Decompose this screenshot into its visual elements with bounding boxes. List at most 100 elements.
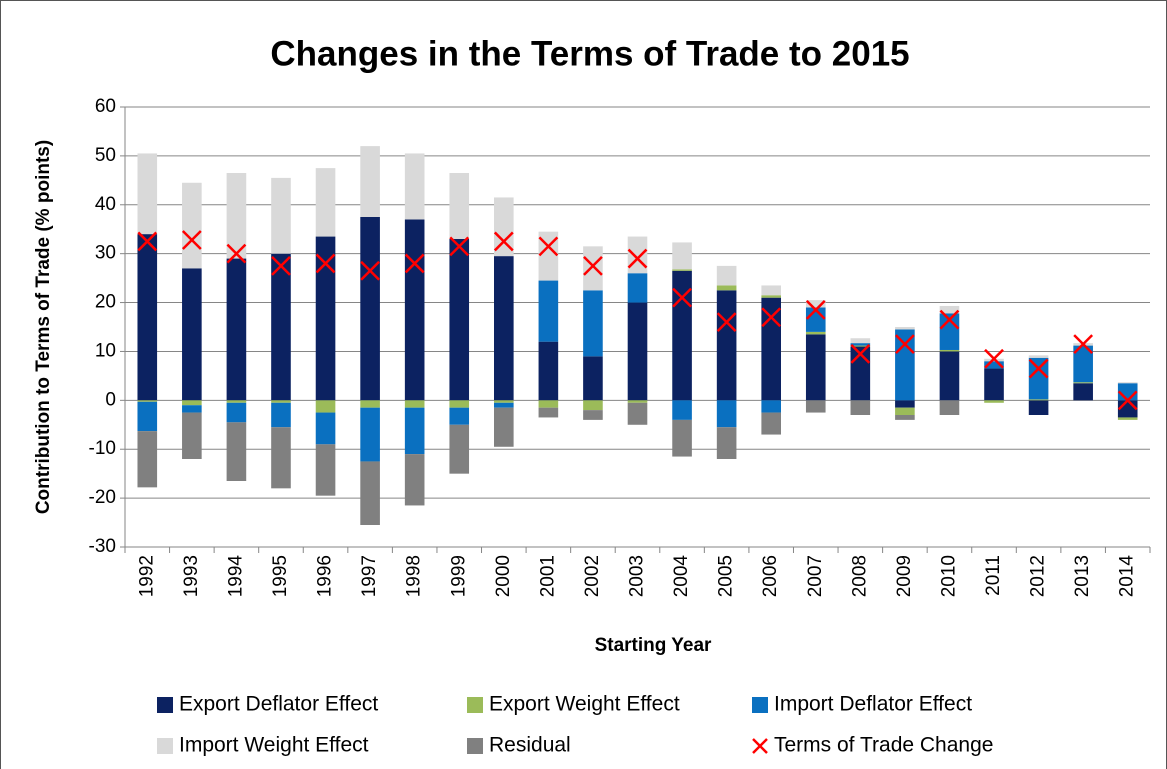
bar-segment <box>895 407 915 415</box>
bar-segment <box>404 407 425 455</box>
bar-segment <box>805 334 826 401</box>
marker-stroke <box>449 236 470 257</box>
bar-segment <box>805 400 826 413</box>
bar-segment <box>360 461 380 525</box>
bar-segment <box>895 327 915 330</box>
marker <box>271 256 291 276</box>
bar-segment <box>850 343 871 346</box>
marker <box>895 334 915 354</box>
bar-segment <box>494 407 514 447</box>
x-tick-label: 2000 <box>493 555 514 597</box>
bar-segment <box>583 290 603 357</box>
bar-segment <box>360 407 380 462</box>
bar-segment <box>226 400 247 403</box>
marker-stroke <box>493 231 514 252</box>
bar-segment <box>1073 383 1093 401</box>
bar-segment <box>939 349 960 352</box>
marker <box>226 243 247 264</box>
bar-segment <box>850 345 871 347</box>
bar-segment <box>939 313 960 350</box>
marker <box>850 344 871 364</box>
marker-stroke <box>1117 390 1138 411</box>
x-tick-label: 2010 <box>938 555 959 597</box>
bar-segment <box>583 356 603 401</box>
bar-segment <box>404 219 425 401</box>
bar-segment <box>1117 382 1138 384</box>
bar-segment <box>315 168 336 237</box>
marker <box>805 300 826 320</box>
bar-segment <box>761 412 781 435</box>
bar-segment <box>984 361 1004 369</box>
x-tick-label: 2003 <box>627 555 648 597</box>
bar-segment <box>672 242 692 270</box>
bar-segment <box>716 427 737 459</box>
marker <box>538 236 559 257</box>
bar-segment <box>226 422 247 481</box>
marker <box>672 287 692 308</box>
marker-stroke <box>939 309 960 330</box>
x-tick-label: 2006 <box>760 555 781 597</box>
bar-segment <box>672 400 692 420</box>
marker <box>360 260 380 281</box>
bar-segment <box>449 424 470 474</box>
bar-segment <box>494 402 514 408</box>
y-tick-label: 20 <box>95 292 116 313</box>
marker <box>181 230 202 250</box>
bar-segment <box>1117 417 1138 420</box>
bar-segment <box>627 400 648 403</box>
x-tick-label: 1992 <box>136 555 157 597</box>
marker-stroke <box>181 230 202 250</box>
chart-title: Changes in the Terms of Trade to 2015 <box>270 34 909 73</box>
bar-segment <box>761 297 781 401</box>
bar-segment <box>137 234 158 401</box>
y-tick-label: -30 <box>89 536 116 557</box>
bar-segment <box>895 400 915 408</box>
bar-segment <box>315 400 336 413</box>
legend-label: Import Deflator Effect <box>774 693 972 716</box>
bar-segment <box>271 253 291 401</box>
bar-segment <box>449 173 470 239</box>
bar-segment <box>939 400 960 415</box>
marker <box>984 348 1004 369</box>
marker-stroke <box>984 348 1004 369</box>
x-tick-label: 1999 <box>448 555 469 597</box>
bar-segment <box>538 280 559 342</box>
x-tick-label: 2008 <box>849 555 870 597</box>
bar-segment <box>761 295 781 298</box>
bar-segment <box>627 273 648 303</box>
x-tick-label: 1998 <box>404 555 425 597</box>
x-tick-label: 2013 <box>1072 555 1093 597</box>
bar-segment <box>1028 400 1049 415</box>
bar-segment <box>672 269 692 271</box>
bar-segment <box>805 300 826 308</box>
bar-segment <box>404 153 425 220</box>
legend-swatch <box>752 697 768 713</box>
bar-segment <box>984 400 1004 403</box>
bar-segment <box>271 402 291 428</box>
x-axis-title: Starting Year <box>595 635 712 656</box>
marker <box>493 231 514 252</box>
marker <box>449 236 470 257</box>
bar-segment <box>449 407 470 425</box>
marker <box>716 312 737 332</box>
bar-segment <box>271 400 291 403</box>
bar-segment <box>1028 399 1049 401</box>
bar-segment <box>360 400 380 408</box>
bar-segment <box>226 173 247 259</box>
bar-segment <box>404 400 425 408</box>
marker-stroke <box>761 307 782 328</box>
marker <box>627 248 648 269</box>
bar-segment <box>1073 345 1093 383</box>
legend-label: Terms of Trade Change <box>774 734 993 757</box>
bar-segment <box>627 302 648 401</box>
x-tick-label: 1994 <box>225 555 246 598</box>
marker-stroke <box>895 334 915 354</box>
marker <box>137 231 158 252</box>
y-tick-label: 60 <box>95 96 116 117</box>
bar-segment <box>137 431 158 488</box>
marker <box>1073 334 1094 354</box>
y-tick-label: -10 <box>89 438 116 459</box>
bar-segment <box>360 146 380 217</box>
x-tick-label: 1997 <box>359 555 380 597</box>
